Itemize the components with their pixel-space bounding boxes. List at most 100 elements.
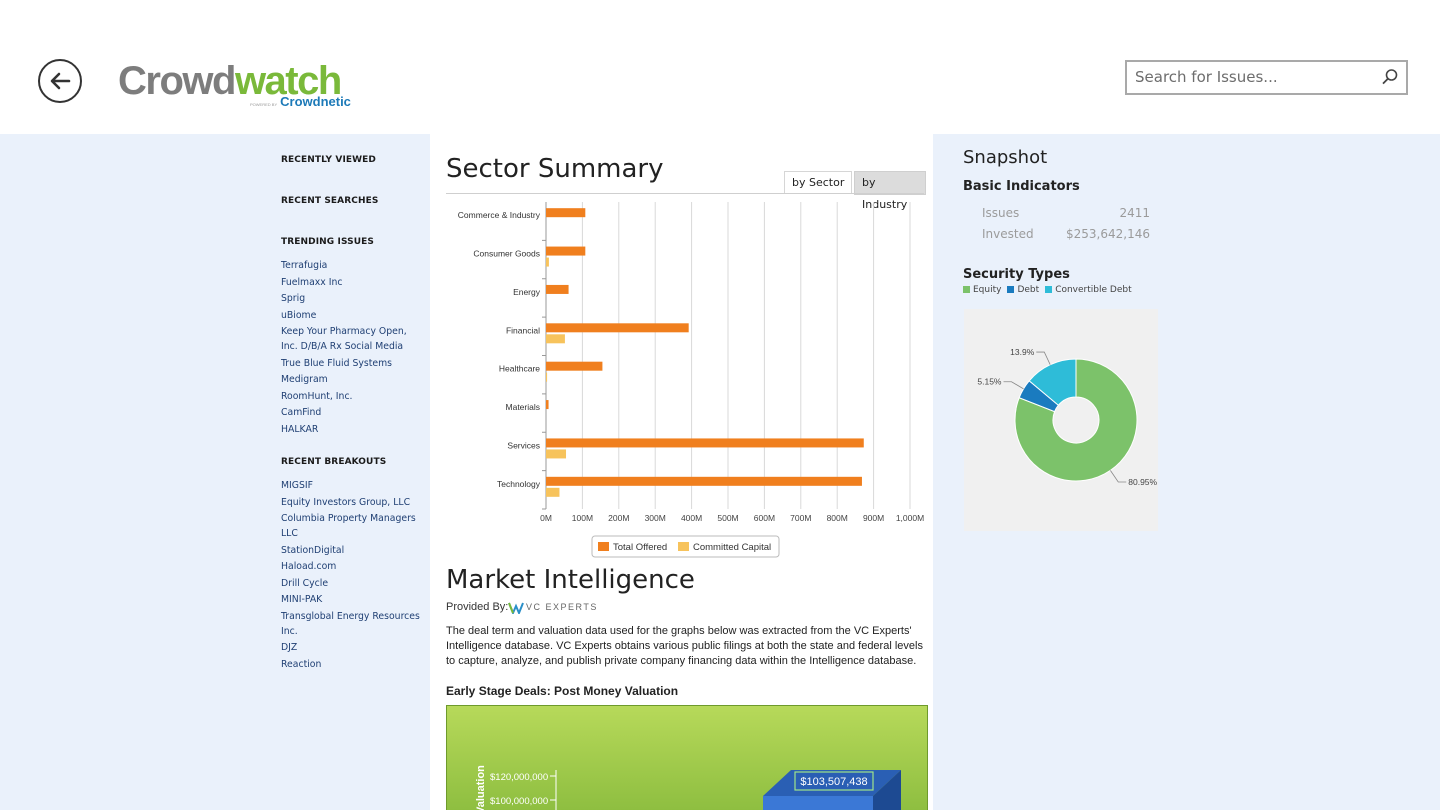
bar-committed-capital	[546, 372, 548, 382]
valuation-chart: Valuation $120,000,000 $100,000,000 $103…	[446, 705, 928, 810]
legend-debt: Debt	[1007, 285, 1039, 295]
snapshot-panel: Snapshot Basic Indicators Issues 2411 In…	[933, 134, 1440, 810]
crowdwatch-logo: Crowdwatch POWERED BY Crowdnetic	[118, 59, 351, 109]
recently-viewed-heading[interactable]: RECENTLY VIEWED	[281, 155, 376, 165]
x-tick-label: 800M	[827, 513, 848, 523]
search-box[interactable]	[1125, 60, 1408, 95]
bar-total-offered	[546, 361, 603, 371]
list-item[interactable]: MINI-PAK	[281, 594, 323, 606]
bar-committed-capital	[546, 449, 567, 459]
search-icon[interactable]	[1380, 67, 1400, 87]
bar-total-offered	[546, 323, 689, 333]
bar-total-offered	[546, 284, 569, 294]
legend-label: Total Offered	[613, 542, 667, 553]
bar-total-offered	[546, 400, 549, 410]
security-types-chart-card: 80.95% 5.15% 13.9%	[964, 309, 1158, 531]
recent-breakouts-heading: RECENT BREAKOUTS	[281, 457, 387, 467]
search-input[interactable]	[1135, 66, 1371, 88]
list-item[interactable]: Sprig	[281, 293, 306, 304]
back-button[interactable]	[38, 59, 82, 103]
x-tick-label: 300M	[645, 513, 666, 523]
legend-swatch	[678, 542, 689, 551]
category-label: Services	[507, 440, 540, 450]
list-item[interactable]: Terrafugia	[281, 260, 328, 271]
trending-issues-list: Terrafugia Fuelmaxx Inc Sprig uBiome Kee…	[281, 258, 421, 438]
issues-label: Issues	[982, 206, 1020, 220]
list-item[interactable]: Drill Cycle	[281, 577, 329, 589]
bar-committed-capital	[546, 487, 560, 497]
market-intelligence-title: Market Intelligence	[446, 565, 695, 595]
list-item[interactable]: Medigram	[281, 374, 328, 386]
x-tick-label: 400M	[681, 513, 702, 523]
list-item[interactable]: Equity Investors Group, LLC	[281, 496, 411, 508]
recent-searches-heading[interactable]: RECENT SEARCHES	[281, 196, 379, 206]
category-label: Healthcare	[499, 364, 540, 374]
bar-total-offered	[546, 246, 586, 256]
list-item[interactable]: HALKAR	[281, 423, 319, 435]
snapshot-title: Snapshot	[963, 147, 1048, 168]
list-item[interactable]: Columbia Property Managers LLC	[281, 513, 416, 540]
y-tick-label: $100,000,000	[490, 796, 548, 807]
list-item[interactable]: StationDigital	[281, 544, 345, 556]
legend-label: Committed Capital	[693, 542, 771, 553]
security-types-legend: Equity Debt Convertible Debt	[963, 285, 1132, 295]
app-header: Crowdwatch POWERED BY Crowdnetic	[0, 0, 1440, 134]
list-item[interactable]: uBiome	[281, 309, 317, 321]
tab-by-sector[interactable]: by Sector	[784, 171, 853, 194]
list-item[interactable]: RoomHunt, Inc.	[281, 390, 353, 402]
list-item[interactable]: Reaction	[281, 658, 322, 670]
category-label: Consumer Goods	[473, 249, 540, 259]
list-item[interactable]: True Blue Fluid Systems	[281, 357, 393, 369]
sidebar: RECENTLY VIEWED RECENT SEARCHES TRENDING…	[0, 134, 430, 810]
main-content: Sector Summary by Sector by Industry 0M 1…	[430, 134, 933, 810]
category-label: Commerce & Industry	[458, 210, 541, 220]
bar-total-offered	[546, 476, 862, 486]
list-item[interactable]: Haload.com	[281, 561, 337, 573]
valuation-bar-side	[873, 770, 901, 810]
category-label: Materials	[506, 402, 540, 412]
list-item[interactable]: MIGSIF	[281, 480, 313, 491]
x-tick-label: 600M	[754, 513, 775, 523]
market-intelligence-description: The deal term and valuation data used fo…	[446, 625, 923, 667]
x-tick-label: 1,000M	[896, 513, 924, 523]
category-label: Energy	[513, 287, 541, 297]
list-item[interactable]: Transglobal Energy Resources Inc.	[281, 610, 420, 637]
category-label: Financial	[506, 325, 540, 335]
x-tick-label: 900M	[863, 513, 884, 523]
bar-value-label: $103,507,438	[800, 776, 867, 788]
slice-leader-line	[1036, 351, 1051, 365]
divider	[446, 193, 924, 194]
y-axis-title: Valuation	[475, 765, 487, 810]
y-tick-label: $120,000,000	[490, 772, 548, 783]
valuation-bar-front	[763, 796, 873, 810]
list-item[interactable]: Keep Your Pharmacy Open, Inc. D/B/A Rx S…	[281, 326, 407, 353]
slice-value-label: 13.9%	[1010, 347, 1035, 357]
list-item[interactable]: Fuelmaxx Inc	[281, 276, 343, 288]
category-label: Technology	[497, 479, 541, 489]
legend-equity: Equity	[963, 285, 1001, 295]
slice-leader-line	[1110, 470, 1127, 483]
donut-slice	[1028, 358, 1077, 406]
x-tick-label: 0M	[540, 513, 552, 523]
issues-value: 2411	[1119, 206, 1150, 220]
basic-indicators-title: Basic Indicators	[963, 179, 1080, 194]
invested-value: $253,642,146	[1066, 227, 1150, 241]
legend-swatch	[598, 542, 609, 551]
provided-by-label: Provided By:	[446, 601, 509, 613]
vc-experts-mark-icon	[508, 602, 524, 614]
x-tick-label: 500M	[717, 513, 738, 523]
bar-total-offered	[546, 208, 586, 218]
early-stage-title: Early Stage Deals: Post Money Valuation	[446, 684, 679, 698]
trending-issues-heading: TRENDING ISSUES	[281, 237, 374, 247]
x-tick-label: 700M	[790, 513, 811, 523]
list-item[interactable]: CamFind	[281, 407, 322, 419]
slice-value-label: 80.95%	[1128, 477, 1157, 487]
sector-bar-chart: 0M 100M 200M 300M 400M 500M 600M 700M 800M 900M 1,…	[458, 202, 924, 558]
valuation-chart-canvas: Valuation $120,000,000 $100,000,000 $103…	[475, 765, 901, 810]
slice-leader-line	[1003, 381, 1024, 390]
legend-convertible-debt: Convertible Debt	[1045, 285, 1132, 295]
list-item[interactable]: DJZ	[281, 642, 298, 654]
security-types-donut-chart: 80.95% 5.15% 13.9%	[977, 347, 1157, 487]
tab-by-industry[interactable]: by Industry	[854, 171, 926, 211]
back-arrow-icon	[50, 72, 71, 90]
